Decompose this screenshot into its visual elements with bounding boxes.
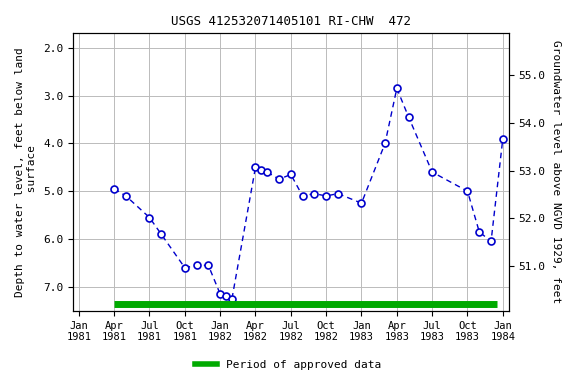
Title: USGS 412532071405101 RI-CHW  472: USGS 412532071405101 RI-CHW 472 bbox=[171, 15, 411, 28]
Legend: Period of approved data: Period of approved data bbox=[191, 356, 385, 375]
Y-axis label: Depth to water level, feet below land
 surface: Depth to water level, feet below land su… bbox=[15, 47, 37, 297]
Y-axis label: Groundwater level above NGVD 1929, feet: Groundwater level above NGVD 1929, feet bbox=[551, 40, 561, 304]
